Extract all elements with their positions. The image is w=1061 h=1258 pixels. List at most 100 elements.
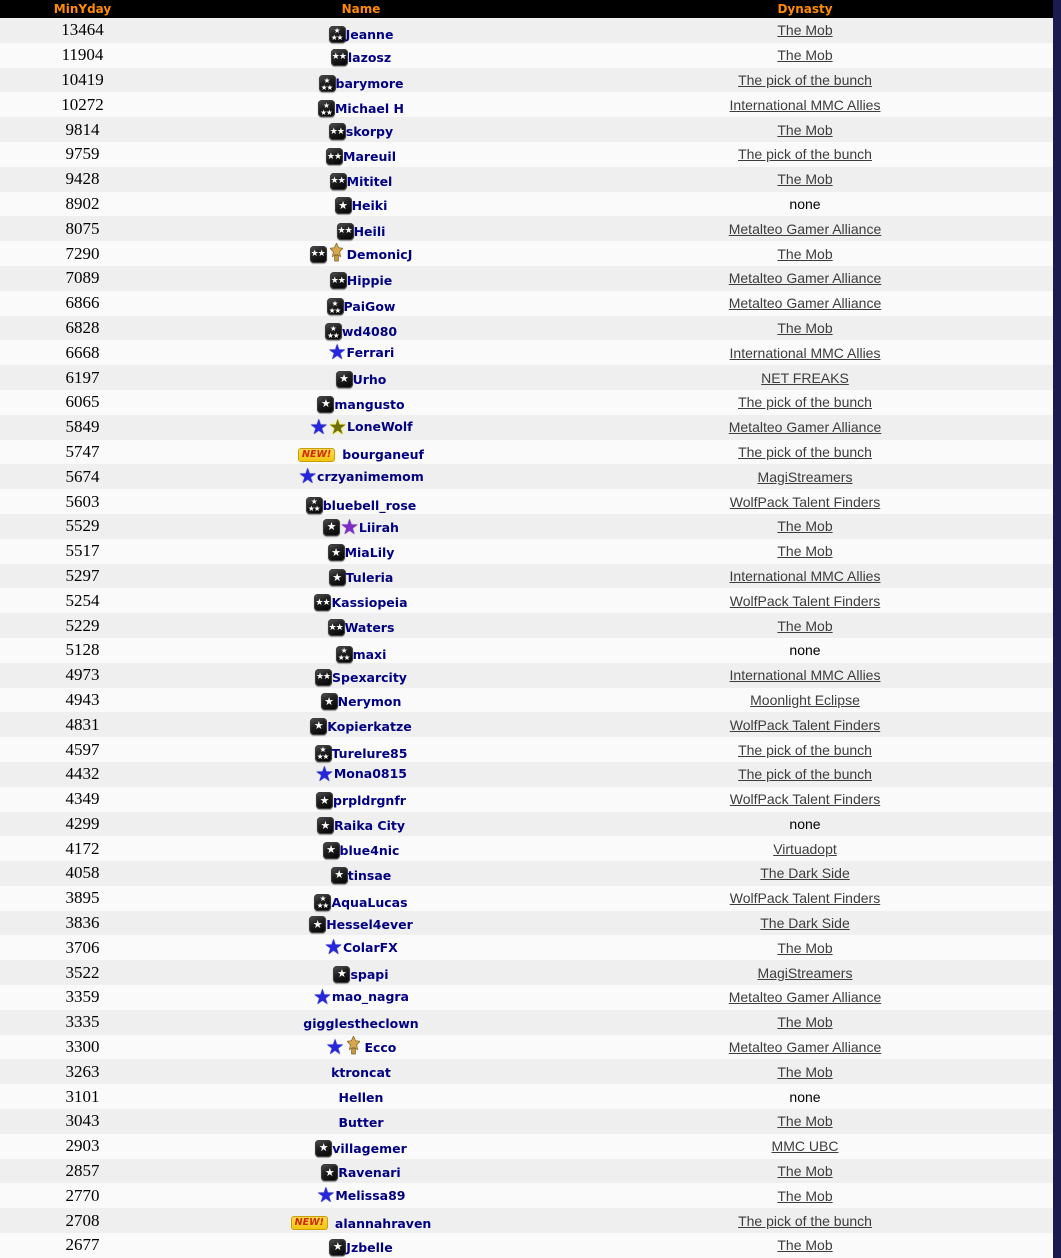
column-header-name[interactable]: Name bbox=[165, 0, 557, 18]
player-name-link[interactable]: barymore bbox=[335, 76, 404, 92]
player-name-link[interactable]: blue4nic bbox=[339, 842, 400, 858]
dynasty-link[interactable]: Metalteo Gamer Alliance bbox=[728, 220, 882, 237]
dynasty-link[interactable]: Metalteo Gamer Alliance bbox=[728, 270, 882, 287]
player-name-link[interactable]: Waters bbox=[344, 620, 395, 636]
player-name-link[interactable]: crzyanimemom bbox=[317, 468, 424, 484]
player-name-link[interactable]: gigglestheclown bbox=[303, 1015, 419, 1031]
column-header-minyday[interactable]: MinYday bbox=[0, 0, 165, 18]
player-name-link[interactable]: Kopierkatze bbox=[327, 718, 412, 734]
dynasty-link[interactable]: MagiStreamers bbox=[757, 468, 853, 485]
player-name-link[interactable]: Liirah bbox=[358, 519, 399, 535]
player-name-link[interactable]: mao_nagra bbox=[331, 989, 409, 1005]
dynasty-link[interactable]: The pick of the bunch bbox=[738, 71, 872, 88]
player-name-link[interactable]: Michael H bbox=[334, 101, 405, 117]
player-name-link[interactable]: Tuleria bbox=[345, 570, 394, 586]
player-name-link[interactable]: villagemer bbox=[332, 1140, 407, 1156]
player-name-link[interactable]: spapi bbox=[350, 966, 389, 982]
dynasty-link[interactable]: The Dark Side bbox=[760, 865, 850, 882]
dynasty-link[interactable]: The Mob bbox=[777, 1163, 833, 1180]
dynasty-link[interactable]: Metalteo Gamer Alliance bbox=[728, 419, 882, 436]
player-name-link[interactable]: prpldrgnfr bbox=[333, 793, 406, 809]
player-name-link[interactable]: Jeanne bbox=[345, 26, 394, 42]
player-name-link[interactable]: Ravenari bbox=[338, 1165, 401, 1181]
player-name-link[interactable]: wd4080 bbox=[341, 324, 398, 340]
dynasty-link[interactable]: WolfPack Talent Finders bbox=[729, 791, 881, 808]
player-name-link[interactable]: Mareuil bbox=[343, 149, 396, 165]
player-name-link[interactable]: Spexarcity bbox=[332, 669, 407, 685]
player-name-link[interactable]: AquaLucas bbox=[331, 894, 408, 910]
dynasty-link[interactable]: The Mob bbox=[777, 1187, 833, 1204]
dynasty-link[interactable]: Metalteo Gamer Alliance bbox=[728, 989, 882, 1006]
player-name-link[interactable]: Urho bbox=[352, 371, 387, 387]
player-name-link[interactable]: Ecco bbox=[364, 1039, 397, 1055]
dynasty-link[interactable]: The Mob bbox=[777, 47, 833, 64]
player-name-link[interactable]: bourganeuf bbox=[342, 447, 424, 463]
dynasty-link[interactable]: The Mob bbox=[777, 1014, 833, 1031]
player-name-link[interactable]: Heili bbox=[353, 223, 386, 239]
player-name-link[interactable]: Hippie bbox=[346, 273, 393, 289]
dynasty-link[interactable]: MMC UBC bbox=[771, 1138, 839, 1155]
dynasty-link[interactable]: WolfPack Talent Finders bbox=[729, 592, 881, 609]
dynasty-link[interactable]: International MMC Allies bbox=[729, 344, 881, 361]
player-name-link[interactable]: bluebell_rose bbox=[322, 497, 417, 513]
dynasty-link[interactable]: The Mob bbox=[777, 939, 833, 956]
dynasty-link[interactable]: Virtuadopt bbox=[773, 840, 837, 857]
player-name-link[interactable]: ktroncat bbox=[331, 1065, 391, 1081]
player-name-link[interactable]: skorpy bbox=[345, 124, 394, 140]
dynasty-link[interactable]: The pick of the bunch bbox=[738, 741, 872, 758]
dynasty-link[interactable]: The Mob bbox=[777, 518, 833, 535]
player-name-link[interactable]: Ferrari bbox=[346, 344, 395, 360]
column-header-dynasty[interactable]: Dynasty bbox=[557, 0, 1053, 18]
dynasty-link[interactable]: The pick of the bunch bbox=[738, 1212, 872, 1229]
dynasty-link[interactable]: The Mob bbox=[777, 22, 833, 39]
dynasty-link[interactable]: Moonlight Eclipse bbox=[750, 691, 860, 708]
player-name-link[interactable]: PaiGow bbox=[343, 299, 396, 315]
dynasty-link[interactable]: The Mob bbox=[777, 121, 833, 138]
dynasty-link[interactable]: The pick of the bunch bbox=[738, 443, 872, 460]
player-name-link[interactable]: Raika City bbox=[333, 818, 406, 834]
player-name-link[interactable]: Jzbelle bbox=[346, 1239, 393, 1255]
player-entry: ★ ★★ Jeanne bbox=[328, 25, 394, 43]
dynasty-link[interactable]: Metalteo Gamer Alliance bbox=[728, 295, 882, 312]
player-name-link[interactable]: Turelure85 bbox=[331, 745, 408, 761]
dynasty-link[interactable]: The Mob bbox=[777, 171, 833, 188]
dynasty-link[interactable]: The Mob bbox=[777, 245, 833, 262]
player-name-link[interactable]: Kassiopeia bbox=[331, 595, 408, 611]
player-name-link[interactable]: maxi bbox=[352, 646, 387, 662]
dynasty-link[interactable]: The pick of the bunch bbox=[738, 766, 872, 783]
player-name-link[interactable]: Mona0815 bbox=[333, 766, 407, 782]
player-name-link[interactable]: alannahraven bbox=[334, 1215, 432, 1231]
dynasty-link[interactable]: The Mob bbox=[777, 319, 833, 336]
player-name-link[interactable]: Melissa89 bbox=[335, 1187, 406, 1203]
dynasty-link[interactable]: The Mob bbox=[777, 1063, 833, 1080]
player-name-link[interactable]: Mititel bbox=[346, 173, 393, 189]
dynasty-link[interactable]: WolfPack Talent Finders bbox=[729, 716, 881, 733]
dynasty-link[interactable]: The pick of the bunch bbox=[738, 394, 872, 411]
dynasty-link[interactable]: MagiStreamers bbox=[757, 964, 853, 981]
player-name-link[interactable]: MiaLily bbox=[344, 545, 395, 561]
player-name-link[interactable]: DemonicJ bbox=[346, 246, 413, 262]
dynasty-link[interactable]: International MMC Allies bbox=[729, 567, 881, 584]
player-name-link[interactable]: ColarFX bbox=[343, 939, 398, 955]
dynasty-link[interactable]: NET FREAKS bbox=[761, 369, 849, 386]
dynasty-link[interactable]: WolfPack Talent Finders bbox=[729, 890, 881, 907]
dynasty-link[interactable]: WolfPack Talent Finders bbox=[729, 493, 881, 510]
dynasty-link[interactable]: International MMC Allies bbox=[729, 667, 881, 684]
player-name-link[interactable]: Nerymon bbox=[337, 694, 402, 710]
dynasty-link[interactable]: The pick of the bunch bbox=[738, 146, 872, 163]
dynasty-link[interactable]: Metalteo Gamer Alliance bbox=[728, 1039, 882, 1056]
dynasty-link[interactable]: The Mob bbox=[777, 1113, 833, 1130]
player-name-link[interactable]: lazosz bbox=[347, 49, 392, 65]
dynasty-link[interactable]: The Mob bbox=[777, 1237, 833, 1254]
dynasty-link[interactable]: The Dark Side bbox=[760, 915, 850, 932]
player-name-link[interactable]: Hellen bbox=[338, 1090, 384, 1106]
player-name-link[interactable]: LoneWolf bbox=[347, 419, 413, 435]
player-name-link[interactable]: mangusto bbox=[334, 396, 405, 412]
player-name-link[interactable]: Butter bbox=[338, 1114, 384, 1130]
dynasty-link[interactable]: The Mob bbox=[777, 617, 833, 634]
player-name-link[interactable]: Hessel4ever bbox=[326, 917, 413, 933]
player-name-link[interactable]: Heiki bbox=[351, 198, 388, 214]
player-name-link[interactable]: tinsae bbox=[347, 867, 392, 883]
dynasty-link[interactable]: The Mob bbox=[777, 543, 833, 560]
dynasty-link[interactable]: International MMC Allies bbox=[729, 96, 881, 113]
